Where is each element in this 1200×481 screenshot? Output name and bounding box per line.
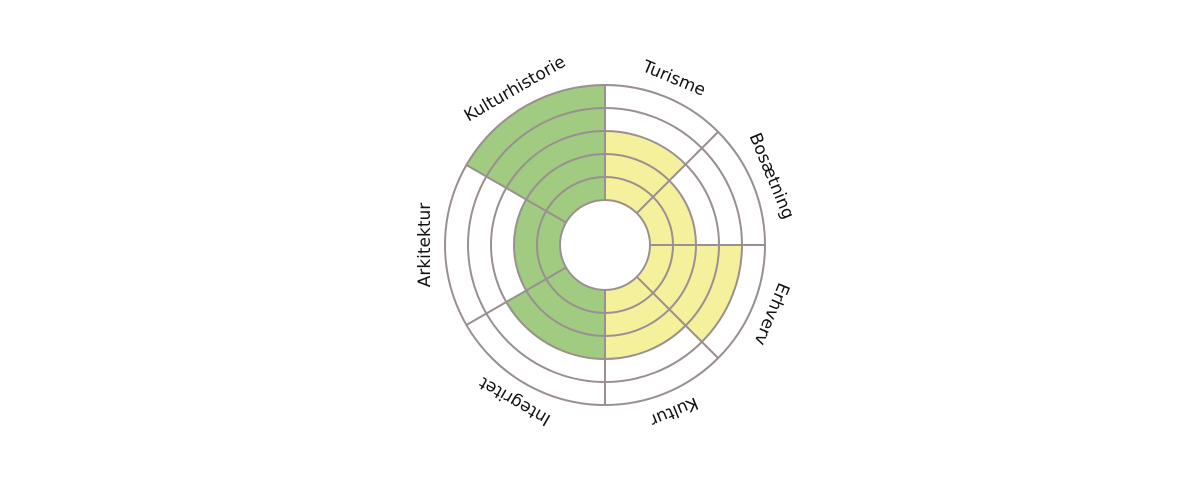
spoke [636, 131, 719, 214]
spoke [465, 266, 567, 326]
spoke [636, 276, 719, 359]
sector-label: Turisme [639, 56, 709, 100]
sector [605, 131, 686, 214]
sector-label: Integritet [475, 372, 554, 429]
sector [506, 267, 605, 359]
spoke [465, 164, 567, 224]
sector-label: Bosætning [745, 130, 798, 222]
sector-label: Erhverv [749, 280, 793, 348]
sector [605, 276, 686, 359]
grid-circle [559, 199, 651, 291]
sector-label: Kultur [647, 392, 701, 430]
sector [514, 199, 567, 291]
sector-label: Arkitektur [415, 203, 435, 288]
